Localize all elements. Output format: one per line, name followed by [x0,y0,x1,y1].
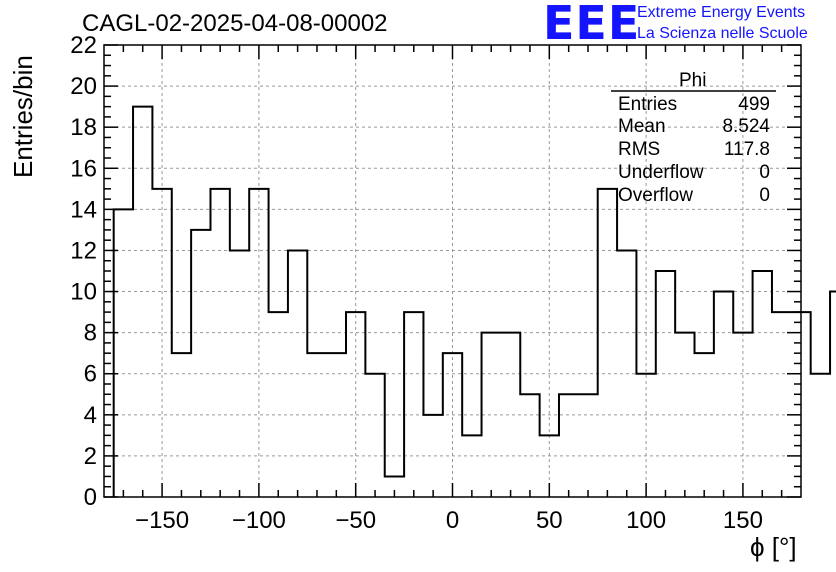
plot-title: CAGL-02-2025-04-08-00002 [82,10,388,37]
x-tick-label: 100 [626,507,666,534]
y-axis-label: Entries/bin [8,55,38,178]
y-tick-label: 4 [84,402,97,429]
histogram-bar [714,292,733,497]
x-axis-label: ϕ [°] [750,532,797,562]
histogram-bar [443,353,462,497]
histogram-bar [404,312,423,497]
histogram-bar [482,333,501,497]
histogram-bar [811,374,830,497]
histogram-bar [423,415,442,497]
histogram-bar [578,394,597,497]
x-tick-label: −50 [335,507,376,534]
y-tick-label: 14 [70,196,97,223]
histogram-bar [559,394,578,497]
histogram-bar [230,250,249,497]
histogram-bar [269,312,288,497]
histogram-bar [733,333,752,497]
stats-box-title: Phi [679,70,707,91]
stat-label-entries: Entries [618,94,678,115]
histogram-bar [307,353,326,497]
histogram-bar [462,435,481,497]
histogram-bar [772,312,791,497]
stat-label-mean: Mean [618,116,666,137]
stat-value-overflow: 0 [759,185,770,206]
logo-caption-line1: Extreme Energy Events [637,4,806,21]
y-tick-label: 10 [70,279,97,306]
histogram-bar [695,353,714,497]
histogram-bar [346,312,365,497]
y-tick-label: 20 [70,73,97,100]
y-tick-label: 12 [70,237,97,264]
y-tick-label: 16 [70,155,97,182]
x-tick-label: −150 [135,507,189,534]
stat-label-rms: RMS [618,139,661,160]
x-tick-label: 150 [723,507,763,534]
histogram-bar [617,250,636,497]
histogram-bar [520,394,539,497]
histogram-bar [114,209,133,497]
histogram-line [112,105,836,497]
stat-value-mean: 8.524 [722,116,770,137]
histogram-bar [501,333,520,497]
y-tick-label: 22 [70,32,97,59]
histogram-bar [327,353,346,497]
y-tick-label: 2 [84,443,97,470]
y-tick-label: 18 [70,114,97,141]
histogram-bar [210,189,229,497]
histogram-bar [753,271,772,497]
histogram-bar [656,271,675,497]
histogram-bar [365,374,384,497]
histogram-bar [675,333,694,497]
eee-logo: EEE [543,0,641,50]
y-tick-label: 6 [84,361,97,388]
histogram-bar [133,107,152,497]
x-tick-label: −100 [232,507,286,534]
histogram-bar [636,374,655,497]
stat-value-underflow: 0 [759,162,770,183]
y-tick-label: 0 [84,484,97,511]
stat-value-rms: 117.8 [723,139,770,160]
x-tick-label: 0 [446,507,459,534]
stat-label-underflow: Underflow [618,162,704,183]
histogram-bar [288,250,307,497]
histogram-bar [191,230,210,497]
stat-label-overflow: Overflow [618,185,693,206]
histogram-bar [598,189,617,497]
histogram-bar [830,292,836,497]
y-tick-label: 8 [84,320,97,347]
stat-value-entries: 499 [738,94,770,115]
histogram-bar [172,353,191,497]
histogram-bar [152,189,171,497]
logo-caption-line2: La Scienza nelle Scuole [637,25,808,42]
x-tick-label: 50 [536,507,563,534]
histogram-bar [249,189,268,497]
